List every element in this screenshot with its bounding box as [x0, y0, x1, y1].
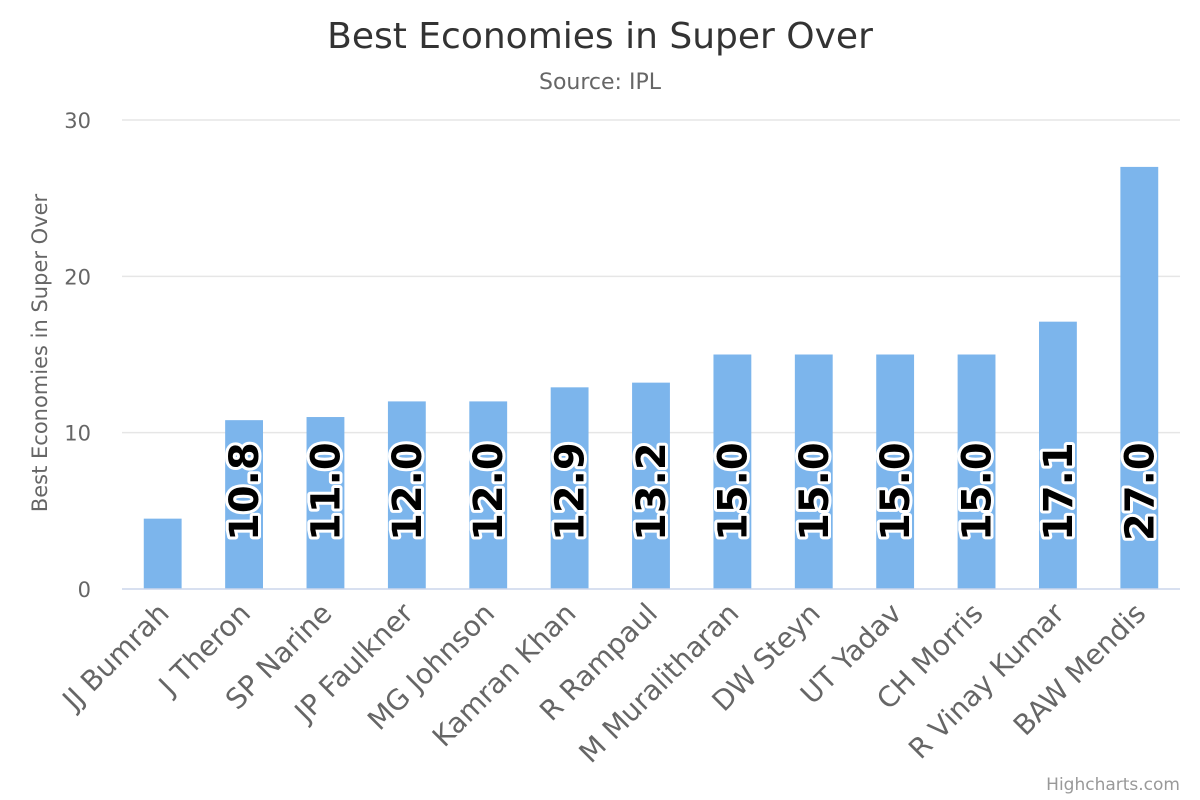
- data-label: 10.8: [222, 442, 268, 541]
- bar[interactable]: [713, 354, 752, 590]
- credits-link[interactable]: Highcharts.com: [1046, 775, 1180, 795]
- y-tick-label: 20: [64, 265, 91, 289]
- bar[interactable]: [306, 417, 345, 589]
- data-label: 17.1: [1036, 442, 1082, 541]
- data-labels: 10.8 11.0 12.0 12.0 12.9 13.2 15.0 15.0 15.0 15.0…: [219, 439, 1166, 544]
- y-tick-label: 10: [64, 422, 91, 446]
- data-label: 12.0: [466, 442, 512, 541]
- bar[interactable]: [550, 387, 589, 589]
- bar[interactable]: [1120, 166, 1159, 589]
- y-tick-label: 30: [64, 109, 91, 133]
- bar[interactable]: [143, 518, 182, 589]
- y-tick-label: 0: [78, 578, 91, 602]
- bar[interactable]: [225, 420, 263, 589]
- y-axis-title: Best Economies in Super Over: [28, 193, 52, 512]
- x-tick-label: Kamran Khan: [426, 597, 583, 754]
- bar-series: [143, 166, 1159, 590]
- y-axis-ticks: 0 10 20 30: [64, 109, 91, 602]
- bar[interactable]: [1039, 321, 1077, 589]
- bar[interactable]: [387, 401, 426, 589]
- data-label: 15.0: [792, 442, 838, 541]
- bar[interactable]: [632, 382, 670, 589]
- data-label: 15.0: [955, 442, 1001, 541]
- chart-title: Best Economies in Super Over: [327, 16, 873, 57]
- data-label: 12.9: [548, 442, 594, 541]
- data-label: 15.0: [710, 442, 756, 541]
- bar[interactable]: [794, 354, 833, 590]
- chart-subtitle: Source: IPL: [539, 70, 662, 95]
- bar[interactable]: [876, 354, 915, 590]
- x-tick-label: JJ Bumrah: [55, 597, 176, 718]
- data-label: 15.0: [873, 442, 919, 541]
- bar[interactable]: [957, 354, 996, 590]
- data-label: 11.0: [303, 442, 349, 541]
- data-label: 12.0: [385, 442, 431, 541]
- bar[interactable]: [469, 401, 508, 589]
- data-label: 27.0: [1117, 442, 1163, 541]
- data-label: 13.2: [629, 442, 675, 541]
